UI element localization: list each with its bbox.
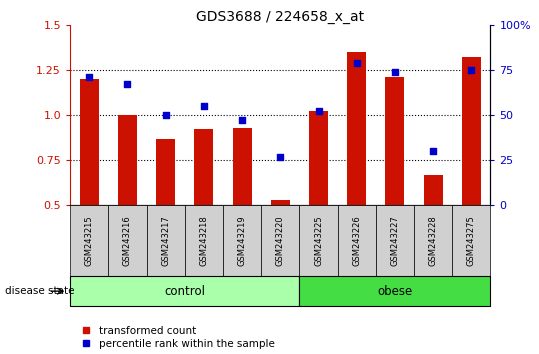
- Text: disease state: disease state: [5, 286, 75, 296]
- Point: [85, 74, 93, 80]
- Bar: [80, 79, 99, 205]
- Bar: [232, 128, 252, 205]
- Bar: [108, 205, 147, 276]
- Point: [123, 81, 132, 87]
- Text: GSM243218: GSM243218: [199, 215, 209, 266]
- Point: [161, 112, 170, 118]
- Text: GSM243220: GSM243220: [276, 215, 285, 266]
- Bar: [147, 205, 185, 276]
- Bar: [376, 205, 414, 276]
- Bar: [194, 130, 213, 205]
- Text: GSM243225: GSM243225: [314, 215, 323, 266]
- Bar: [337, 205, 376, 276]
- Text: control: control: [164, 285, 205, 298]
- Bar: [185, 205, 223, 276]
- Point: [353, 60, 361, 65]
- Bar: [70, 276, 299, 306]
- Text: obese: obese: [377, 285, 412, 298]
- Text: GSM243217: GSM243217: [161, 215, 170, 266]
- Text: GSM243215: GSM243215: [85, 215, 94, 266]
- Bar: [271, 200, 290, 205]
- Text: GSM243275: GSM243275: [467, 215, 476, 266]
- Bar: [261, 205, 299, 276]
- Bar: [347, 52, 367, 205]
- Point: [467, 67, 476, 73]
- Bar: [424, 175, 443, 205]
- Bar: [223, 205, 261, 276]
- Bar: [309, 112, 328, 205]
- Bar: [118, 115, 137, 205]
- Point: [391, 69, 399, 75]
- Point: [238, 118, 246, 123]
- Bar: [452, 205, 490, 276]
- Bar: [299, 205, 337, 276]
- Point: [314, 109, 323, 114]
- Point: [199, 103, 208, 109]
- Title: GDS3688 / 224658_x_at: GDS3688 / 224658_x_at: [196, 10, 364, 24]
- Bar: [156, 138, 175, 205]
- Bar: [462, 57, 481, 205]
- Bar: [299, 276, 490, 306]
- Text: GSM243219: GSM243219: [238, 215, 246, 266]
- Bar: [385, 77, 404, 205]
- Legend: transformed count, percentile rank within the sample: transformed count, percentile rank withi…: [75, 326, 275, 349]
- Point: [429, 148, 438, 154]
- Text: GSM243227: GSM243227: [390, 215, 399, 266]
- Text: GSM243228: GSM243228: [429, 215, 438, 266]
- Text: GSM243216: GSM243216: [123, 215, 132, 266]
- Point: [276, 154, 285, 159]
- Bar: [70, 205, 108, 276]
- Text: GSM243226: GSM243226: [352, 215, 361, 266]
- Bar: [414, 205, 452, 276]
